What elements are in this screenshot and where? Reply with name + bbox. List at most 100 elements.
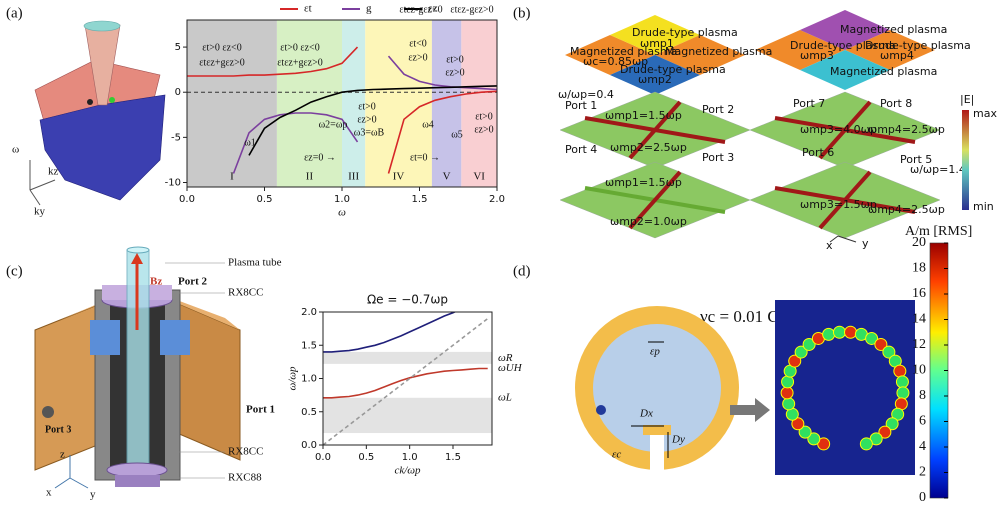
annotation: εtεz+gεz>0 <box>199 57 245 68</box>
series-line <box>232 55 497 174</box>
annotation: ω3=ωB <box>354 127 385 138</box>
series-line <box>248 85 497 156</box>
tile-text: ωmp4 <box>880 49 914 62</box>
tile-text: ωmp4=2.5ωp <box>868 203 945 216</box>
series-line <box>323 312 457 353</box>
tile-text: ωc=0.85ωp <box>583 55 648 68</box>
port-label: Port 1 <box>565 99 597 112</box>
region <box>187 20 277 187</box>
field-spot <box>891 407 905 421</box>
x-tick-label: 0.5 <box>358 452 374 463</box>
colorbar-label: min <box>973 200 994 213</box>
phase-diagrams <box>559 10 941 239</box>
annotation: εt>0 <box>358 101 376 112</box>
device-label: RX8CC <box>228 446 263 458</box>
region-label: V <box>443 171 451 183</box>
symbol-label: Dy <box>671 434 685 446</box>
band <box>323 351 492 364</box>
port-label: Port 3 <box>702 151 734 164</box>
waveguide <box>818 170 872 230</box>
y-tick-label: -5 <box>171 132 181 143</box>
annotation: ω4 <box>422 119 434 130</box>
colorbar-tick-label: 14 <box>912 312 926 327</box>
symbol-label: εc <box>612 449 621 461</box>
tile-text: ωmp1 <box>640 37 674 50</box>
colorbar-tick-label: 10 <box>912 363 926 378</box>
port-label: Port 3 <box>45 424 71 435</box>
series-line <box>187 46 497 174</box>
waveguide <box>818 100 872 160</box>
region-label: VI <box>473 171 485 183</box>
chart-title: Ωe = −0.7ωp <box>367 293 448 307</box>
annotation: εz>0 <box>408 52 427 63</box>
colorbar-tick-label: 18 <box>912 261 926 276</box>
y-tick-label: 1.5 <box>301 340 317 351</box>
annotation: εt=0 → <box>410 152 440 163</box>
field-spot <box>794 345 808 359</box>
y-tick-label: 0 <box>175 87 181 98</box>
region-label: I <box>230 171 234 183</box>
region <box>342 20 366 187</box>
field-spot <box>832 325 846 339</box>
y-tick-label: 1.0 <box>301 374 317 385</box>
annotation: εz=0 → <box>304 152 336 163</box>
region-label: IV <box>393 171 405 183</box>
colorbar-title: |E| <box>960 93 974 106</box>
waveguide <box>628 170 682 230</box>
tile-text: ωmp3 <box>800 49 834 62</box>
y-axis-label: ω/ωp <box>287 366 299 391</box>
annotation: εtεz-gεz<0 <box>399 4 442 15</box>
port-label: Port 2 <box>178 276 208 288</box>
axis-label: y <box>90 489 96 501</box>
field-spot <box>798 425 812 439</box>
field-spot <box>781 375 795 389</box>
field-spot <box>895 375 909 389</box>
colorbar-tick-label: 2 <box>919 465 926 480</box>
tile-text: ωmp3=1.5ωp <box>800 198 877 211</box>
port-label: Port 7 <box>793 97 825 110</box>
field-spot <box>865 331 879 345</box>
field-spot <box>885 417 899 431</box>
x-tick-label: 2.0 <box>489 194 505 205</box>
panel-label: (c) <box>6 263 23 279</box>
port-label: Port 8 <box>880 97 912 110</box>
panel-label: (a) <box>6 5 23 21</box>
annotation: ω1 <box>244 137 256 148</box>
x-tick-label: 1.0 <box>402 452 418 463</box>
port-label: Port 1 <box>246 404 275 416</box>
tile-text: Magnetized plasma <box>840 23 947 36</box>
y-tick-label: 2.0 <box>301 307 317 318</box>
colorbar-tick-label: 12 <box>912 337 926 352</box>
y-tick-label: 5 <box>175 42 181 53</box>
tile-text: ωmp4=2.5ωp <box>868 123 945 136</box>
x-tick-label: 1.0 <box>334 194 350 205</box>
axis-label: ky <box>34 206 46 218</box>
field-spot <box>780 386 794 400</box>
annotation: εt<0 <box>409 38 427 49</box>
field-spot <box>896 386 910 400</box>
device-label: RX8CC <box>228 287 263 299</box>
x-tick-label: 1.5 <box>412 194 428 205</box>
tile-text: ωmp1=1.5ωp <box>605 109 682 122</box>
axis-label: x <box>826 239 833 252</box>
legend-label: εz <box>428 3 438 15</box>
device-drawing <box>34 246 241 489</box>
device-label: RXC88 <box>228 472 262 484</box>
tile-text: ω/ωp=0.4 <box>558 88 614 101</box>
y-tick-label: -10 <box>165 177 181 188</box>
x-tick-label: 1.5 <box>445 452 461 463</box>
symbol-label: Dx <box>639 408 653 420</box>
tile-text: ω/ωp=1.4 <box>910 163 966 176</box>
annotation: εt>0 <box>446 54 464 65</box>
field-spot <box>822 327 836 341</box>
colorbar-tick-label: 0 <box>919 490 926 505</box>
tile-text: ωmp2=1.0ωp <box>610 215 687 228</box>
field-spot <box>874 337 888 351</box>
axis-arrow <box>829 235 839 243</box>
axis-label: z <box>60 449 65 461</box>
legend-label: g <box>366 3 372 15</box>
colorbar-tick-label: 8 <box>919 388 926 403</box>
port-label: Port 2 <box>702 103 734 116</box>
annotation: ω2=ωp <box>319 119 348 130</box>
